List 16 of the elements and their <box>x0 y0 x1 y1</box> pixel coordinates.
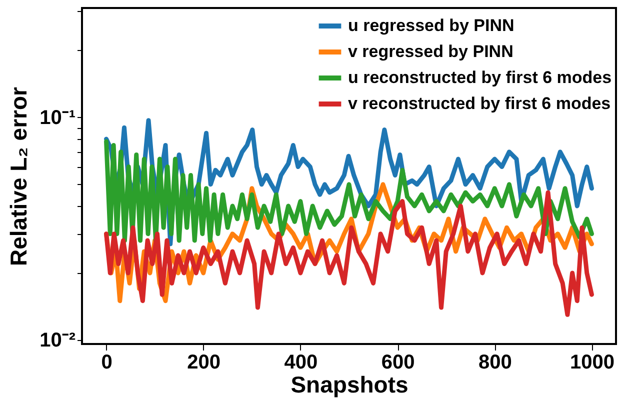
legend-label: v reconstructed by first 6 modes <box>348 94 611 113</box>
line-series <box>104 190 594 317</box>
x-axis-title: Snapshots <box>290 372 408 398</box>
x-tick-label: 1000 <box>570 352 614 374</box>
legend-label: u reconstructed by first 6 modes <box>348 68 612 87</box>
line-series <box>104 139 594 243</box>
x-tick-label: 800 <box>478 352 512 374</box>
y-tick-label: 10⁻¹ <box>40 106 76 129</box>
x-tick-label: 400 <box>284 352 318 374</box>
y-tick-label: 10⁻² <box>40 330 76 352</box>
x-tick-label: 0 <box>101 352 112 374</box>
y-axis-title: Relative L₂ error <box>6 86 32 266</box>
legend-label: v regressed by PINN <box>348 42 514 61</box>
x-tick-label: 600 <box>381 352 415 374</box>
x-tick-label: 200 <box>187 352 221 374</box>
legend-label: u regressed by PINN <box>348 16 514 35</box>
